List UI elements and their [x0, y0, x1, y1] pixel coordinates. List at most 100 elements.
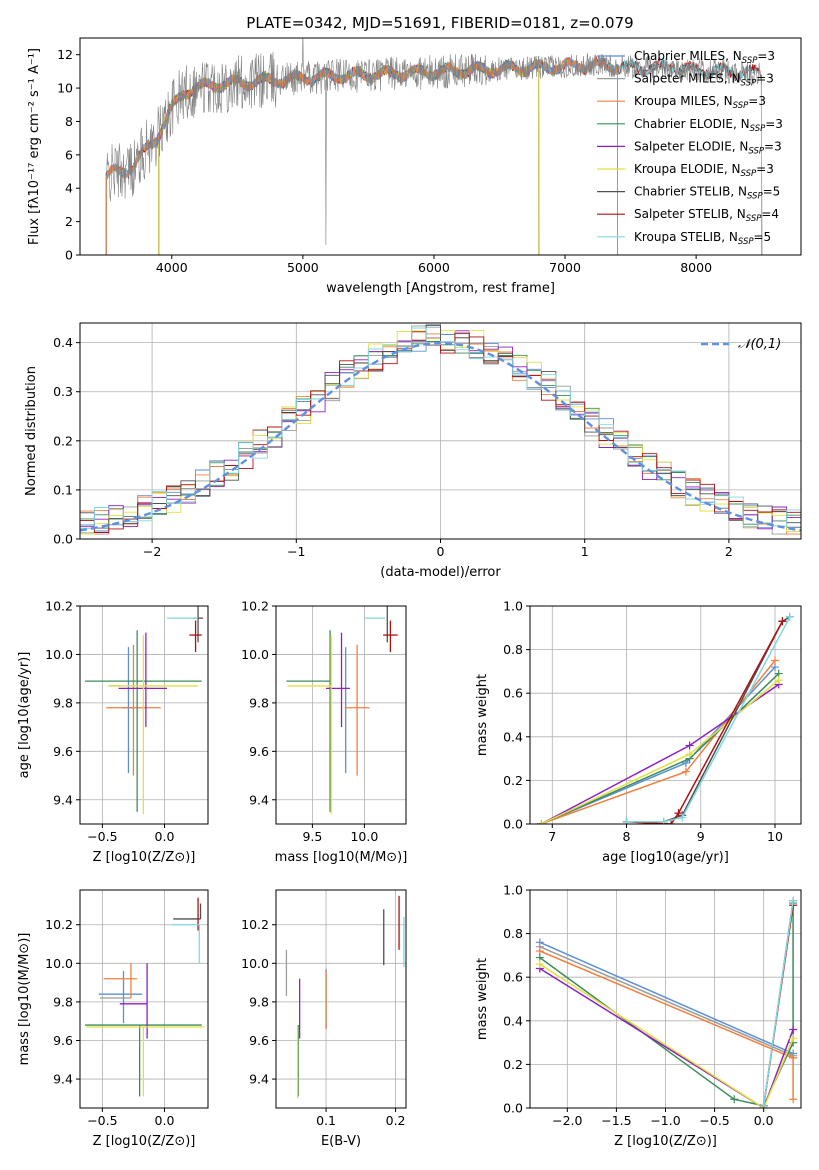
panel-mass_weight_vs_age: 7 8 9 10 0.0 0.2 0.4 0.6 0.8 1.0 age [log10(age/yr…	[475, 599, 802, 865]
series-marker	[537, 820, 546, 824]
series-line	[540, 660, 776, 824]
legend-label: Chabrier STELIB, NSSP=5	[634, 185, 780, 202]
y-axis-label: Flux [fλ10⁻¹⁷ erg cm⁻² s⁻¹ A⁻¹]	[27, 48, 42, 245]
chart-title: PLATE=0342, MJD=51691, FIBERID=0181, z=0…	[246, 14, 633, 32]
x-tick-label: 6000	[418, 260, 450, 275]
legend-label: Salpeter ELODIE, NSSP=3	[634, 139, 782, 156]
legend-label: Chabrier MILES, NSSP=3	[634, 49, 775, 66]
axes-frame	[275, 605, 407, 825]
series-line	[539, 963, 794, 1108]
panel-age_vs_mass: 9.5 10.0 9.4 9.6 9.8 10.0 10.2 mass [log10(M/M⊙…	[241, 599, 407, 866]
y-tick-label: 0.2	[503, 773, 523, 788]
x-tick-label: 0	[437, 544, 445, 559]
series-marker	[785, 612, 794, 621]
y-tick-label: 0.6	[503, 970, 523, 985]
legend-label: Chabrier ELODIE, NSSP=3	[634, 117, 783, 134]
panel-age_vs_z: −0.5 0.0 9.4 9.6 9.8 10.0 10.2 Z [log10(Z/Z⊙)] a…	[17, 599, 209, 865]
legend-label: Salpeter MILES, NSSP=3	[634, 72, 774, 89]
x-tick-label: −1.5	[601, 1113, 631, 1128]
plot-area	[84, 606, 204, 815]
y-tick-label: 10.0	[241, 956, 269, 971]
x-tick-label: 0.1	[316, 1113, 336, 1128]
y-tick-label: 10.2	[45, 917, 73, 932]
y-tick-label: 0.6	[503, 686, 523, 701]
y-tick-label: 0.8	[503, 926, 523, 941]
x-axis-label: age [log10(age/yr)]	[602, 850, 729, 865]
panel-spectrum: 4000 5000 6000 7000 8000 0 2 4 6 8 10 12 wavelength …	[27, 37, 802, 296]
y-tick-label: 2	[65, 214, 73, 229]
series-marker	[730, 1095, 739, 1104]
legend-label: Kroupa ELODIE, NSSP=3	[634, 162, 774, 179]
x-tick-label: −0.5	[699, 1113, 729, 1128]
plot-area	[535, 896, 798, 1108]
y-tick-label: 9.6	[53, 744, 73, 759]
x-tick-label: −1	[287, 544, 305, 559]
x-tick-label: 2	[725, 544, 733, 559]
series-marker	[789, 896, 798, 905]
series-marker	[774, 676, 783, 685]
y-tick-label: 6	[65, 147, 73, 162]
axes-frame	[79, 889, 209, 1109]
x-tick-label: −0.5	[87, 829, 117, 844]
series-line	[762, 900, 794, 1106]
panel-mass_vs_ebv: 0.1 0.2 9.4 9.6 9.8 10.0 10.2 E(B-V)	[241, 889, 407, 1149]
legend-label: Salpeter STELIB, NSSP=4	[634, 207, 779, 224]
y-axis-label: mass weight	[475, 958, 490, 1040]
legend-label: 𝒩(0,1)	[738, 337, 781, 352]
x-tick-label: −2	[143, 544, 161, 559]
y-tick-label: 0.1	[53, 482, 73, 497]
series-marker	[789, 1034, 798, 1043]
series-marker	[659, 817, 668, 824]
legend: 𝒩(0,1)	[701, 337, 781, 352]
y-tick-label: 10.2	[241, 599, 269, 614]
y-tick-label: 12	[57, 47, 73, 62]
x-tick-label: 4000	[156, 260, 188, 275]
series-marker	[622, 817, 631, 824]
series-line	[539, 941, 794, 1058]
y-tick-label: 9.6	[249, 1033, 269, 1048]
x-tick-label: 9	[697, 829, 705, 844]
series-marker	[789, 1053, 798, 1062]
axes-frame	[79, 37, 802, 256]
y-tick-label: 8	[65, 114, 73, 129]
y-tick-label: 0.3	[53, 384, 73, 399]
y-tick-label: 9.4	[53, 792, 73, 807]
x-tick-label: −0.5	[87, 1113, 117, 1128]
y-tick-label: 9.6	[249, 744, 269, 759]
y-tick-label: 1.0	[503, 883, 523, 898]
y-tick-label: 10.0	[45, 956, 73, 971]
series-marker	[771, 656, 780, 665]
series-marker	[685, 741, 694, 750]
series-marker	[789, 1025, 798, 1034]
x-axis-label: Z [log10(Z/Z⊙)]	[93, 850, 196, 865]
x-tick-label: 7	[548, 829, 556, 844]
x-tick-label: 9.5	[302, 829, 322, 844]
y-tick-label: 1.0	[503, 599, 523, 614]
y-tick-label: 9.4	[249, 792, 269, 807]
axes-frame	[275, 889, 407, 1109]
panel-mass_weight_vs_z: −2.0 −1.5 −1.0 −0.5 0.0 0.0 0.2 0.4 0.6 0.8 1.0 Z […	[475, 883, 802, 1149]
y-tick-label: 0.2	[53, 433, 73, 448]
y-tick-label: 0.2	[503, 1057, 523, 1072]
y-axis-label: age [log10(age/yr)]	[17, 652, 32, 779]
x-tick-label: 7000	[549, 260, 581, 275]
panel-residuals: −2 −1 0 1 2 0.0 0.1 0.2 0.3 0.4 (data-model)/error…	[24, 322, 802, 580]
x-tick-label: 10	[767, 829, 783, 844]
x-tick-label: 8000	[680, 260, 712, 275]
axes-frame	[529, 605, 802, 825]
model-curve	[105, 54, 618, 255]
series-line	[539, 946, 794, 1057]
y-tick-label: 9.8	[53, 695, 73, 710]
series-marker	[778, 617, 787, 626]
panel-mass_vs_z: −0.5 0.0 9.4 9.6 9.8 10.0 10.2 Z [log10(Z/Z⊙)] m…	[17, 889, 209, 1149]
y-tick-label: 0.4	[53, 335, 73, 350]
y-tick-label: 9.6	[53, 1033, 73, 1048]
series-line	[626, 616, 791, 823]
y-tick-label: 0.8	[503, 642, 523, 657]
plot-area	[286, 606, 398, 815]
y-tick-label: 0	[65, 248, 73, 263]
series-marker	[678, 813, 687, 822]
x-tick-label: −2.0	[552, 1113, 582, 1128]
y-tick-label: 10.0	[241, 647, 269, 662]
y-tick-label: 10.2	[241, 917, 269, 932]
